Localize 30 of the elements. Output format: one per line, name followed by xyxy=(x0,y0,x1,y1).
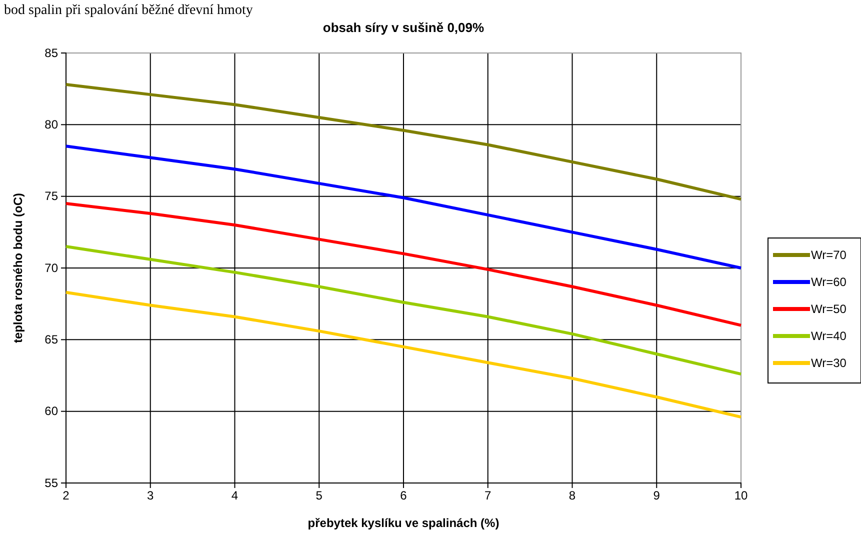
line-series xyxy=(64,202,742,327)
y-tick-label: 80 xyxy=(44,118,58,132)
legend-label: Wr=40 xyxy=(811,329,847,343)
text: bod spalin při spalování běžné dřevní hmoty xyxy=(4,3,253,18)
legend-label: Wr=50 xyxy=(811,302,847,316)
line-series xyxy=(64,83,742,201)
x-tick-label: 7 xyxy=(484,488,492,503)
x-tick-label: 4 xyxy=(231,488,238,503)
y-tick-label: 65 xyxy=(44,332,58,347)
line-series xyxy=(64,245,742,376)
chart-title: obsah síry v sušině 0,09% xyxy=(322,20,485,35)
y-tick-label: 55 xyxy=(44,476,58,490)
x-tick-label: 10 xyxy=(734,488,748,503)
y-tick-label: 75 xyxy=(44,189,58,204)
y-tick-label: 85 xyxy=(44,46,58,60)
y-tick-label: 70 xyxy=(44,260,58,275)
x-tick-label: 5 xyxy=(316,488,323,503)
x-tick-label: 6 xyxy=(400,488,408,503)
x-tick-label: 8 xyxy=(568,488,576,503)
x-axis-title: přebytek kyslíku ve spalinách (%) xyxy=(308,516,500,530)
x-tick-label: 2 xyxy=(62,488,70,503)
line-series xyxy=(64,144,742,270)
y-tick-label: 60 xyxy=(44,404,58,418)
y-axis-title: teplota rosného bodu (oC) xyxy=(11,193,25,343)
x-tick-label: 3 xyxy=(147,488,154,503)
legend-label: Wr=70 xyxy=(811,248,847,262)
x-tick-label: 9 xyxy=(653,488,660,503)
legend-label: Wr=60 xyxy=(811,275,847,289)
line-series xyxy=(64,290,742,419)
legend-label: Wr=30 xyxy=(811,356,847,370)
